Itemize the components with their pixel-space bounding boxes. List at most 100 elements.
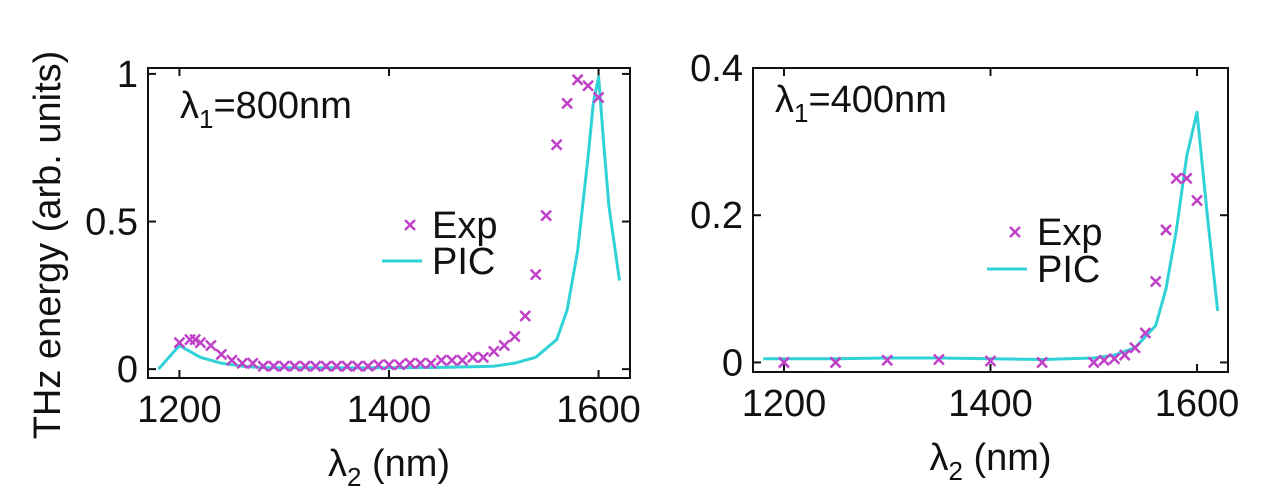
x-axis-title-base: λ xyxy=(929,437,948,479)
x-axis-title-rest: (nm) xyxy=(963,437,1052,479)
data-point-exp xyxy=(425,357,437,370)
data-point-exp xyxy=(508,330,521,343)
panel-annotation-base: λ xyxy=(180,85,199,127)
data-point-exp xyxy=(1098,354,1110,367)
data-point-exp xyxy=(267,360,280,373)
data-point-exp xyxy=(1087,356,1100,369)
legend-marker-exp xyxy=(1009,226,1021,238)
panel-annotation: λ1=400nm xyxy=(775,79,947,128)
data-point-exp xyxy=(351,360,364,373)
data-point-exp xyxy=(519,310,532,322)
data-point-exp xyxy=(1118,349,1131,361)
data-point-exp xyxy=(477,351,490,364)
data-point-exp xyxy=(215,348,228,361)
panel-annotation-subscript: 1 xyxy=(199,104,213,134)
data-point-exp xyxy=(383,358,395,371)
data-point-exp xyxy=(1129,341,1141,354)
data-point-exp xyxy=(372,358,385,371)
y-tick-label: 0.4 xyxy=(690,48,743,90)
data-point-exp xyxy=(592,91,605,104)
x-axis-title-rest: (nm) xyxy=(361,443,450,485)
data-point-exp xyxy=(288,360,301,373)
data-point-exp xyxy=(320,360,333,373)
data-point-exp xyxy=(571,73,584,86)
data-point-exp xyxy=(246,357,259,370)
data-point-exp xyxy=(778,356,790,369)
data-point-exp xyxy=(1139,327,1152,339)
x-tick-label: 1200 xyxy=(742,383,827,425)
panel-annotation-rest: =400nm xyxy=(808,79,946,121)
legend-label-exp: Exp xyxy=(432,205,497,247)
x-axis-title-base: λ xyxy=(328,443,347,485)
data-point-exp xyxy=(487,345,500,358)
data-point-exp xyxy=(257,360,270,373)
data-point-exp xyxy=(466,351,479,364)
x-axis-title: λ2 (nm) xyxy=(929,437,1051,486)
data-point-exp xyxy=(404,357,416,370)
data-point-exp xyxy=(932,353,945,366)
data-point-exp xyxy=(278,360,291,373)
series-line-pic xyxy=(763,110,1220,361)
data-point-exp xyxy=(330,360,343,373)
data-point-exp xyxy=(194,336,207,349)
data-point-exp xyxy=(582,79,594,92)
legend-marker-exp xyxy=(404,219,416,231)
y-tick-label: 0.2 xyxy=(690,195,743,237)
data-point-exp xyxy=(881,354,894,367)
data-point-exp xyxy=(550,138,563,151)
y-tick-label: 0 xyxy=(117,349,138,391)
x-tick-label: 1600 xyxy=(1155,383,1240,425)
x-tick-label: 1400 xyxy=(347,389,432,431)
data-point-exp xyxy=(540,209,553,222)
data-point-exp xyxy=(1191,194,1203,207)
panel-annotation-subscript: 1 xyxy=(794,98,808,128)
y-tick-label: 0 xyxy=(722,342,743,384)
x-tick-label: 1200 xyxy=(137,389,222,431)
data-point-exp xyxy=(829,356,842,369)
data-point-exp xyxy=(204,339,217,352)
panel-annotation: λ1=800nm xyxy=(180,85,352,134)
legend-label-pic: PIC xyxy=(1037,249,1100,291)
data-point-exp xyxy=(498,339,511,352)
data-point-exp xyxy=(1160,224,1172,236)
panel-annotation-rest: =800nm xyxy=(213,85,351,127)
data-point-exp xyxy=(1180,172,1193,185)
data-point-exp xyxy=(435,354,448,367)
x-axis-title-subscript: 2 xyxy=(347,462,361,492)
data-point-exp xyxy=(341,360,353,373)
data-point-exp xyxy=(984,355,997,367)
data-point-exp xyxy=(1170,172,1183,185)
series-line-pic xyxy=(157,75,621,371)
data-point-exp xyxy=(299,360,312,373)
data-point-exp xyxy=(1149,275,1162,288)
legend-label-exp: Exp xyxy=(1037,212,1102,254)
data-point-exp xyxy=(1036,356,1049,369)
data-point-exp xyxy=(236,357,249,370)
x-axis-title: λ2 (nm) xyxy=(328,443,450,492)
data-point-exp xyxy=(445,354,458,367)
data-point-exp xyxy=(456,354,469,367)
data-point-exp xyxy=(362,360,374,373)
x-axis-title-subscript: 2 xyxy=(948,456,962,486)
data-point-exp xyxy=(1108,352,1121,365)
data-point-exp xyxy=(173,336,186,349)
data-point-exp xyxy=(561,97,574,110)
y-tick-label: 1 xyxy=(117,54,138,96)
x-tick-label: 1600 xyxy=(556,389,641,431)
y-tick-label: 0.5 xyxy=(85,202,138,244)
data-point-exp xyxy=(225,354,238,367)
data-point-exp xyxy=(393,358,406,371)
shared-y-axis-title: THz energy (arb. units) xyxy=(27,51,69,440)
data-point-exp xyxy=(309,360,322,373)
panel-annotation-base: λ xyxy=(775,79,794,121)
data-point-exp xyxy=(529,268,542,281)
x-tick-label: 1400 xyxy=(948,383,1033,425)
data-point-exp xyxy=(414,357,427,370)
legend-label-pic: PIC xyxy=(432,241,495,283)
